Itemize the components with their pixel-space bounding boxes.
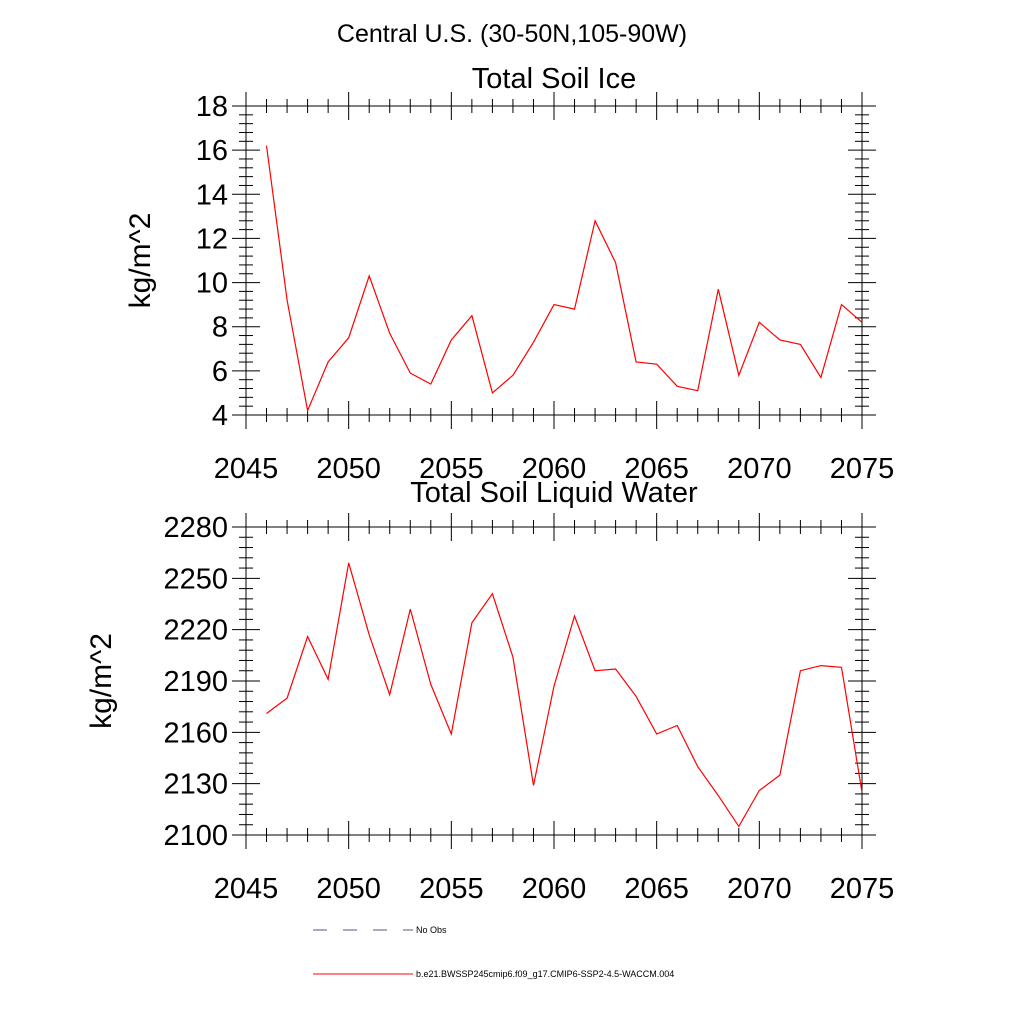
y-tick-label: 2220 [163,615,228,647]
y-tick-label: 18 [196,91,228,123]
y-tick-label: 2280 [163,512,228,544]
x-tick-label: 2060 [522,453,587,485]
y-tick-label: 2250 [163,563,228,595]
series-line [266,562,863,828]
panel-total-soil-liquid-water: Total Soil Liquid Water kg/m^2 2100 2130 216… [85,477,894,905]
x-tick-label: 2045 [214,453,279,485]
plot-frame [245,526,863,836]
x-tick-label: 2070 [727,873,792,905]
x-tick-label: 2075 [830,873,895,905]
chart-title: Total Soil Liquid Water [410,477,698,509]
x-tick-label: 2055 [419,873,484,905]
legend-obs-label: No Obs [416,925,447,935]
y-tick-label: 12 [196,223,228,255]
x-tick-label: 2065 [624,453,689,485]
series-line [265,145,863,413]
x-tick-label: 2055 [419,453,484,485]
y-tick-label: 2130 [163,769,228,801]
y-tick-label: 2190 [163,666,228,698]
x-tick-label: 2075 [830,453,895,485]
legend-model-label: b.e21.BWSSP245cmip6.f09_g17.CMIP6-SSP2-4… [416,969,674,979]
panel-total-soil-ice: Total Soil Ice kg/m^2 4 6 8 10 12 14 16 18 2045 205… [124,63,894,485]
x-tick-label: 2050 [316,453,381,485]
x-tick-label: 2050 [316,873,381,905]
x-tick-label: 2065 [624,873,689,905]
y-axis-label: kg/m^2 [85,633,118,729]
y-tick-label: 14 [196,179,228,211]
y-tick-label: 8 [212,312,228,344]
y-tick-label: 2100 [163,820,228,852]
figure-suptitle: Central U.S. (30-50N,105-90W) [337,20,687,48]
y-tick-label: 16 [196,135,228,167]
legend: No Obs b.e21.BWSSP245cmip6.f09_g17.CMIP6… [313,925,674,979]
y-tick-label: 4 [212,400,228,432]
plot-frame [245,105,863,416]
y-tick-label: 2160 [163,717,228,749]
y-tick-label: 6 [212,356,228,388]
x-tick-label: 2070 [727,453,792,485]
x-tick-label: 2060 [522,873,587,905]
y-tick-label: 10 [196,268,228,300]
x-tick-label: 2045 [214,873,279,905]
y-axis-label: kg/m^2 [124,213,157,309]
chart-title: Total Soil Ice [472,63,636,95]
